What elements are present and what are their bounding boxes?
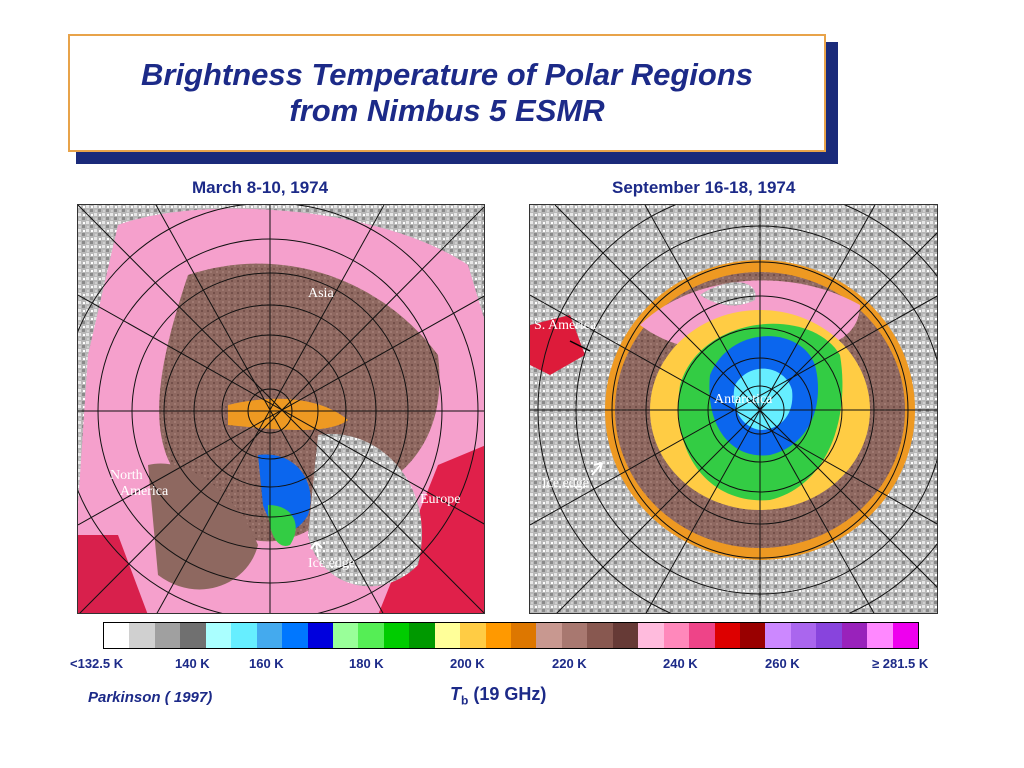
colorbar-swatch-20 — [612, 623, 639, 648]
tick-label-1: 140 K — [175, 656, 210, 671]
label-s-america: S. America — [534, 318, 597, 333]
tick-label-4: 200 K — [450, 656, 485, 671]
label-europe: Europe — [420, 492, 460, 507]
tick-label-8: ≥ 281.5 K — [872, 656, 929, 671]
colorbar-swatch-0 — [104, 623, 130, 648]
label-north-america-1: North — [110, 468, 143, 483]
label-north-america-2: America — [120, 484, 169, 499]
title-line-1: Brightness Temperature of Polar Regions — [140, 57, 754, 92]
arctic-map: Asia North America Europe Ice edge — [77, 204, 485, 614]
colorbar-swatch-11 — [383, 623, 410, 648]
colorbar-axis-label: Tb (19 GHz) — [450, 684, 546, 708]
tick-label-0: <132.5 K — [70, 656, 124, 671]
colorbar-swatch-6 — [256, 623, 283, 648]
right-panel-caption: September 16-18, 1974 — [612, 178, 796, 197]
colorbar-swatch-24 — [714, 623, 740, 648]
citation: Parkinson ( 1997) — [88, 689, 213, 706]
tick-label-5: 220 K — [552, 656, 587, 671]
axis-suffix: (19 GHz) — [468, 684, 547, 704]
colorbar-swatch-26 — [765, 623, 791, 648]
colorbar-swatch-5 — [231, 623, 257, 648]
colorbar-swatch-1 — [129, 623, 155, 648]
colorbar-swatch-2 — [154, 623, 181, 648]
s-america-arrow — [569, 340, 591, 352]
axis-symbol: T — [450, 684, 461, 704]
colorbar-swatch-15 — [485, 623, 511, 648]
colorbar-swatch-4 — [205, 623, 232, 648]
tick-label-7: 260 K — [765, 656, 800, 671]
label-asia: Asia — [308, 286, 334, 301]
colorbar-swatch-21 — [638, 623, 664, 648]
colorbar-swatch-12 — [409, 623, 435, 648]
left-panel-caption: March 8-10, 1974 — [192, 178, 329, 197]
antarctic-map: S. America Antarctica Ice edge — [529, 204, 938, 614]
colorbar-swatch-27 — [790, 623, 817, 648]
colorbar — [103, 622, 919, 649]
title-box: Brightness Temperature of Polar Regions … — [68, 34, 826, 152]
label-ice-edge-right: Ice edge — [542, 476, 589, 491]
ice-edge-arrow-left — [310, 541, 323, 558]
colorbar-swatch-23 — [689, 623, 715, 648]
colorbar-swatch-29 — [841, 623, 868, 648]
colorbar-swatch-13 — [434, 623, 461, 648]
colorbar-swatch-28 — [816, 623, 842, 648]
colorbar-swatch-22 — [663, 623, 690, 648]
colorbar-swatch-7 — [282, 623, 308, 648]
colorbar-swatch-30 — [867, 623, 893, 648]
colorbar-swatch-10 — [358, 623, 384, 648]
colorbar-swatch-8 — [307, 623, 333, 648]
tick-label-2: 160 K — [249, 656, 284, 671]
colorbar-swatch-3 — [180, 623, 206, 648]
ice-edge-arrow-right — [591, 462, 603, 476]
colorbar-swatch-19 — [587, 623, 613, 648]
colorbar-swatch-17 — [536, 623, 562, 648]
colorbar-swatch-18 — [561, 623, 588, 648]
label-ice-edge-left: Ice edge — [308, 556, 355, 571]
colorbar-swatch-14 — [460, 623, 486, 648]
tick-label-6: 240 K — [663, 656, 698, 671]
axis-subscript: b — [461, 693, 469, 708]
colorbar-swatch-9 — [332, 623, 359, 648]
tick-label-3: 180 K — [349, 656, 384, 671]
title-line-2: from Nimbus 5 ESMR — [289, 93, 605, 128]
label-antarctica: Antarctica — [714, 392, 773, 407]
colorbar-swatch-31 — [892, 623, 918, 648]
colorbar-swatch-25 — [739, 623, 766, 648]
colorbar-swatch-16 — [511, 623, 537, 648]
